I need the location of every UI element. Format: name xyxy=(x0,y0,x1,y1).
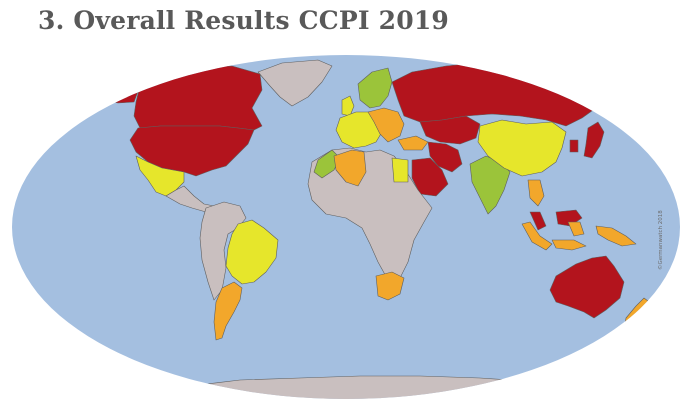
region-scandinavia[interactable] xyxy=(357,67,393,109)
region-south-africa[interactable] xyxy=(375,271,405,301)
region-south-america-other[interactable] xyxy=(199,201,247,301)
region-saudi-arabia[interactable] xyxy=(411,157,449,197)
region-united-kingdom[interactable] xyxy=(341,95,355,117)
region-iran[interactable] xyxy=(427,141,463,173)
map-copyright: ©Germanwatch 2018 xyxy=(657,210,664,270)
region-morocco[interactable] xyxy=(313,149,341,179)
region-canada[interactable] xyxy=(133,65,263,131)
region-turkey[interactable] xyxy=(397,135,429,151)
region-south-korea[interactable] xyxy=(569,139,579,153)
region-argentina[interactable] xyxy=(213,281,243,341)
region-indonesia[interactable] xyxy=(521,221,637,251)
region-brazil[interactable] xyxy=(225,219,279,285)
region-alaska[interactable] xyxy=(87,75,141,104)
region-central-europe[interactable] xyxy=(367,107,405,143)
region-antarctica[interactable] xyxy=(159,375,641,410)
region-western-europe[interactable] xyxy=(335,111,383,149)
region-china[interactable] xyxy=(477,119,567,177)
region-kazakhstan[interactable] xyxy=(419,115,481,145)
page-title: 3. Overall Results CCPI 2019 xyxy=(38,6,450,35)
region-greenland[interactable] xyxy=(257,59,333,107)
region-egypt[interactable] xyxy=(391,157,409,183)
region-algeria[interactable] xyxy=(333,149,367,187)
region-united-states[interactable] xyxy=(129,125,255,177)
region-thailand[interactable] xyxy=(527,179,545,207)
region-central-america[interactable] xyxy=(165,185,215,213)
region-japan[interactable] xyxy=(583,121,605,159)
region-australia[interactable] xyxy=(549,255,625,319)
